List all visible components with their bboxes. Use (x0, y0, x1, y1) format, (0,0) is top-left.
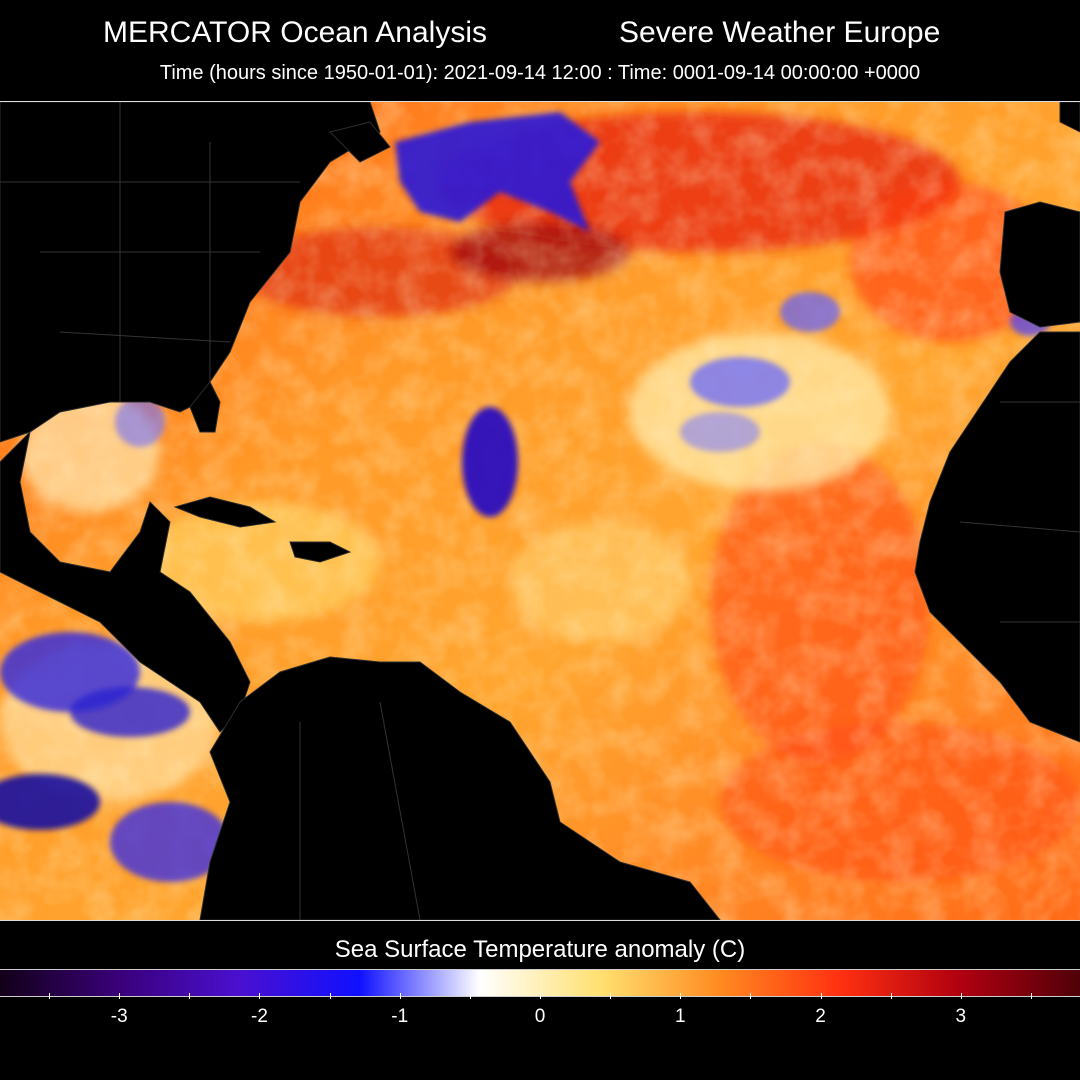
colorbar-minor-tick (680, 993, 682, 999)
colorbar-tick-label: 2 (815, 1006, 826, 1027)
colorbar-minor-tick (890, 993, 892, 999)
source-title: Severe Weather Europe (619, 16, 941, 49)
florida (189, 381, 221, 433)
iceland (1059, 102, 1080, 133)
europe (999, 201, 1080, 328)
colorbar-tick-label: -3 (110, 1006, 128, 1027)
africa (914, 331, 1080, 743)
colorbar-minor-tick (1030, 993, 1032, 999)
colorbar-minor-tick (960, 993, 962, 999)
title-row: MERCATOR Ocean Analysis Severe Weather E… (0, 16, 1080, 56)
colorbar-tick-label: 1 (674, 1006, 686, 1027)
colorbar-minor-tick (610, 993, 612, 999)
mexico-central-america (0, 430, 251, 733)
colorbar-minor-tick (189, 993, 191, 999)
south-america (199, 656, 721, 920)
colorbar-minor-tick (399, 993, 401, 999)
sst-anomaly-map[interactable] (0, 101, 1080, 921)
colorbar-minor-tick (540, 993, 541, 999)
cold-anomaly-patches (0, 112, 1050, 882)
colorbar-minor-tick (259, 993, 261, 999)
colorbar-minor-tick (119, 993, 121, 999)
colorbar-minor-tick (820, 993, 822, 999)
colorbar-minor-tick (329, 993, 331, 999)
colorbar-tick-label: -1 (391, 1006, 409, 1027)
time-subtitle: Time (hours since 1950-01-01): 2021-09-1… (159, 62, 921, 84)
colorbar (0, 969, 1080, 997)
colorbar-title: Sea Surface Temperature anomaly (C) (334, 936, 746, 963)
map-svg (0, 102, 1080, 920)
colorbar-tick-label: 0 (534, 1006, 546, 1027)
country-borders (0, 102, 1080, 920)
cuba (173, 496, 277, 528)
hispaniola (289, 541, 352, 563)
map-title: MERCATOR Ocean Analysis (103, 16, 488, 49)
newfoundland (329, 121, 391, 163)
colorbar-tick-label: 3 (955, 1006, 967, 1027)
land-masses (0, 102, 1080, 920)
colorbar-tick-label: -2 (251, 1006, 268, 1027)
colorbar-minor-tick (469, 993, 471, 999)
colorbar-minor-tick (49, 993, 51, 999)
colorbar-minor-tick (750, 993, 752, 999)
